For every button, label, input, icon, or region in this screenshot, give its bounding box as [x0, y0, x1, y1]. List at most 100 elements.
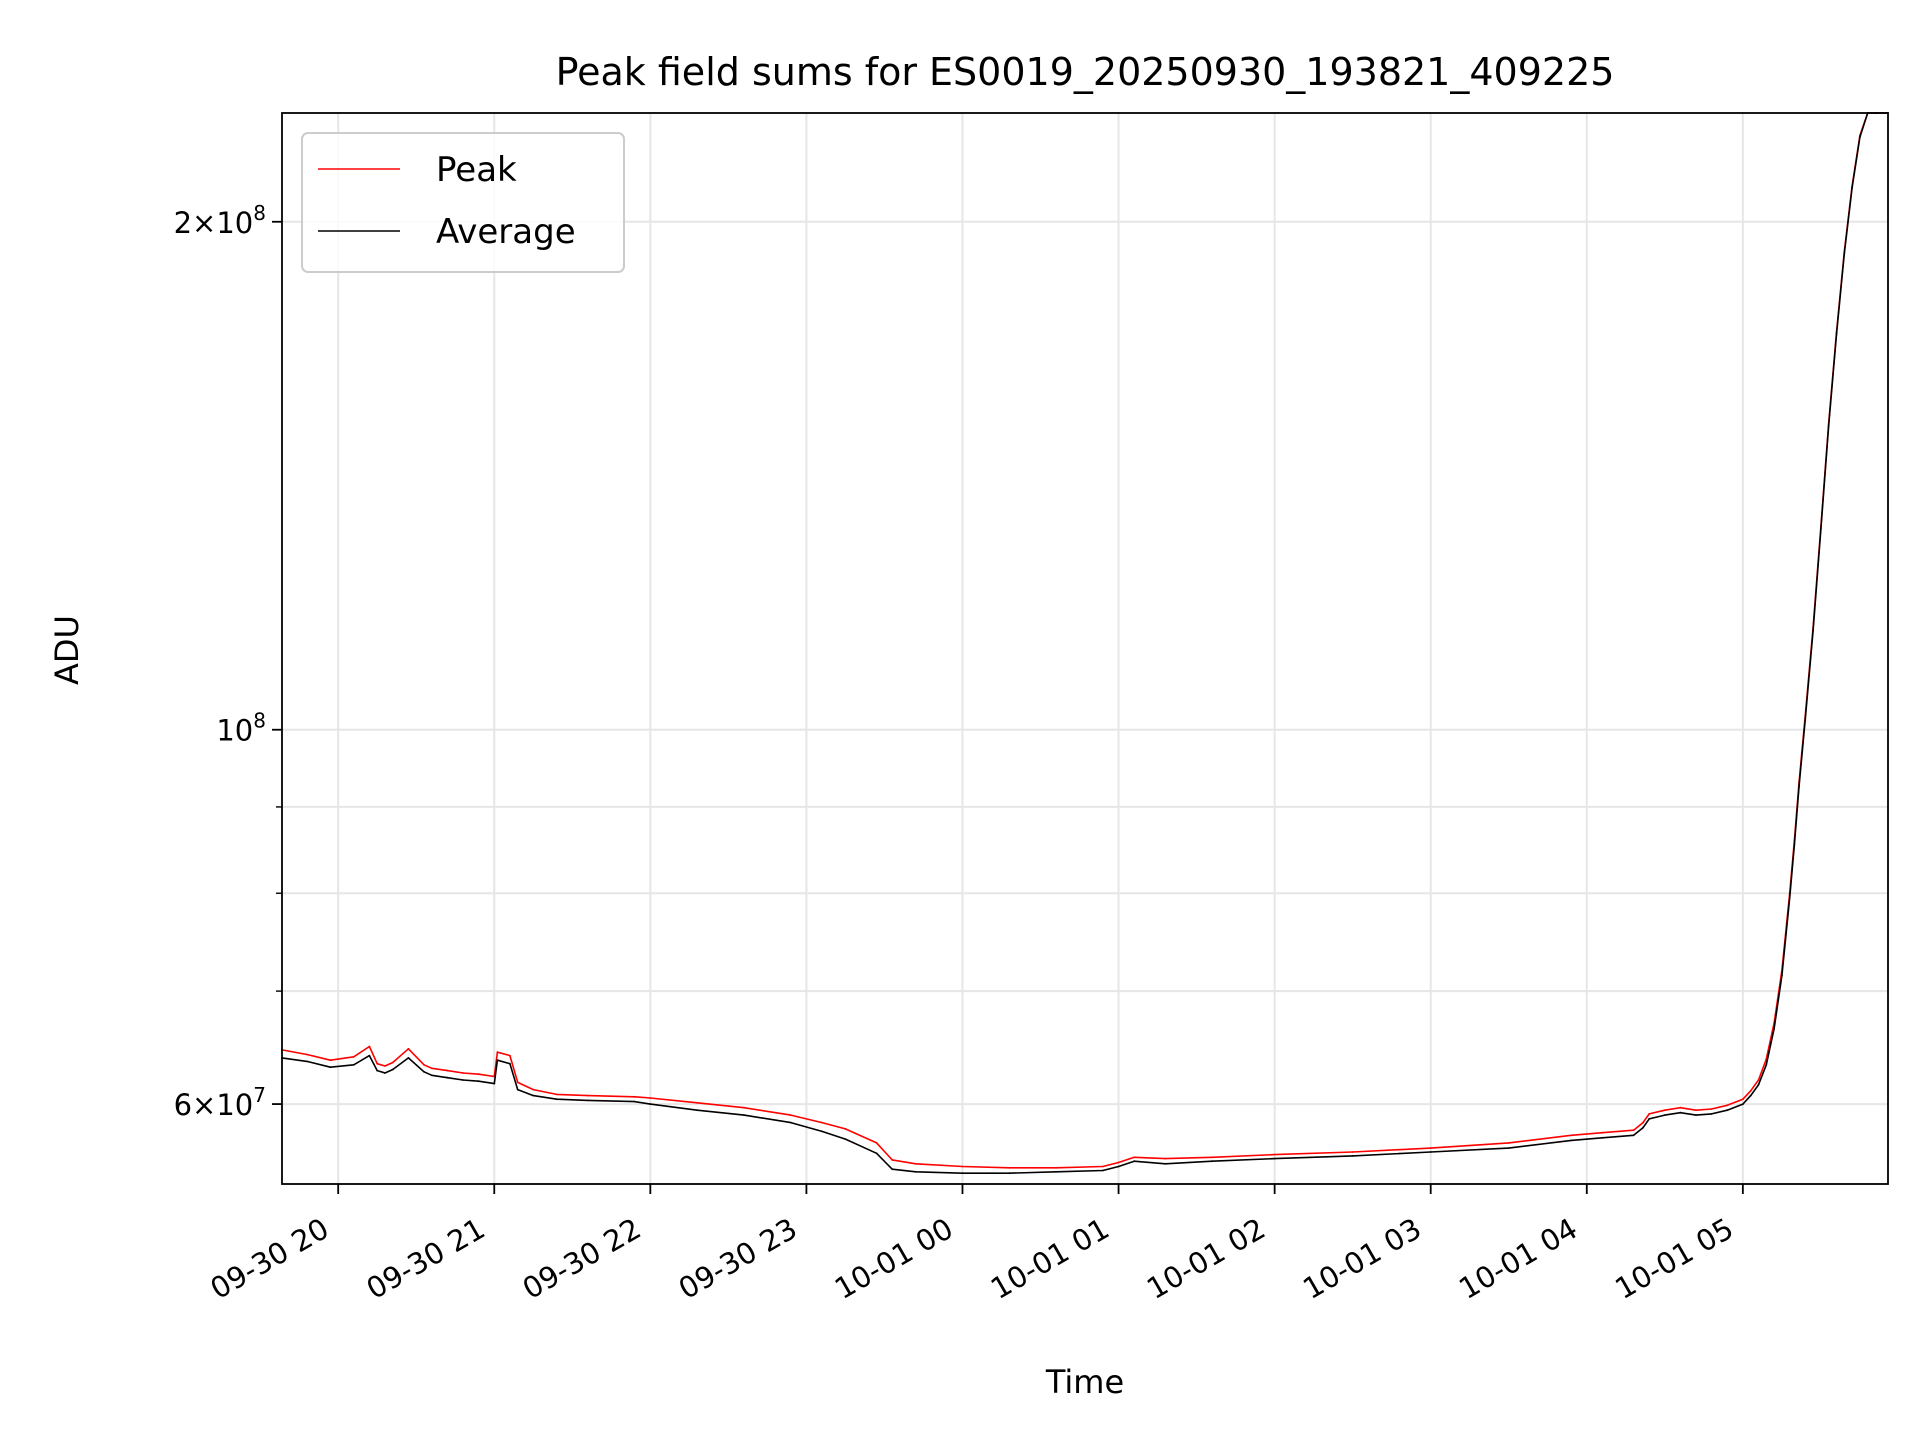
data-point-peak — [1429, 1147, 1432, 1149]
data-point-peak — [696, 1101, 699, 1104]
data-point-average — [555, 1098, 558, 1101]
data-point-average — [633, 1100, 636, 1103]
grid — [282, 113, 1888, 1184]
y-tick-label-base: 2×10 — [174, 206, 254, 240]
data-point-peak — [1008, 1166, 1011, 1169]
data-point-peak — [649, 1097, 652, 1099]
data-point-peak — [743, 1106, 745, 1109]
y-tick-label: 2×108 — [174, 201, 266, 240]
data-point-average — [1757, 1083, 1760, 1086]
y-tick-label-base: 6×10 — [174, 1088, 254, 1122]
data-point-average — [1351, 1155, 1354, 1157]
data-point-peak — [914, 1162, 917, 1165]
y-tick-label-exponent: 8 — [253, 709, 266, 733]
data-point-average — [1851, 186, 1853, 189]
data-point-average — [446, 1076, 449, 1079]
y-tick-label: 108 — [216, 709, 266, 748]
data-point-average — [1211, 1160, 1214, 1163]
data-point-peak — [1749, 1089, 1752, 1092]
data-point-peak — [1663, 1109, 1666, 1112]
data-point-peak — [1601, 1131, 1604, 1134]
data-point-average — [1798, 786, 1800, 788]
data-point-peak — [1164, 1157, 1167, 1160]
data-point-average — [430, 1074, 433, 1077]
data-point-average — [1164, 1162, 1167, 1165]
data-point-average — [1749, 1094, 1752, 1097]
data-point-average — [306, 1060, 308, 1063]
y-tick-label-exponent: 7 — [253, 1083, 266, 1107]
data-point-average — [914, 1170, 917, 1173]
data-point-average — [1601, 1136, 1604, 1139]
data-point-peak — [352, 1055, 355, 1058]
data-point-average — [743, 1114, 745, 1116]
data-point-peak — [1710, 1108, 1713, 1110]
data-point-average — [1648, 1118, 1651, 1120]
data-point-average — [368, 1054, 371, 1057]
data-point-average — [477, 1080, 480, 1083]
data-point-average — [376, 1069, 379, 1072]
data-point-peak — [1507, 1142, 1510, 1144]
data-point-average — [1632, 1134, 1635, 1137]
chart-title: Peak field sums for ES0019_20250930_1938… — [556, 50, 1615, 94]
data-point-average — [1804, 717, 1807, 720]
data-point-average — [1102, 1169, 1104, 1172]
data-point-average — [352, 1063, 355, 1066]
legend: Peak Average — [301, 132, 625, 273]
data-point-peak — [423, 1063, 425, 1066]
data-point-peak — [1351, 1151, 1354, 1153]
data-point-peak — [961, 1165, 964, 1168]
data-point-average — [1679, 1111, 1682, 1114]
data-point-average — [1642, 1126, 1644, 1129]
data-point-peak — [532, 1088, 535, 1091]
data-point-peak — [306, 1053, 308, 1056]
data-point-average — [649, 1103, 652, 1105]
data-point-peak — [1102, 1165, 1104, 1168]
data-point-peak — [891, 1159, 894, 1161]
data-point-peak — [376, 1062, 379, 1065]
data-point-peak — [1570, 1134, 1573, 1137]
data-point-peak — [789, 1114, 792, 1116]
data-point-average — [1859, 136, 1861, 139]
data-point-average — [1820, 528, 1822, 530]
data-point-peak — [368, 1045, 371, 1048]
data-point-average — [423, 1070, 425, 1073]
data-point-average — [1742, 1103, 1744, 1105]
data-point-average — [961, 1172, 964, 1175]
data-point-peak — [1273, 1153, 1276, 1156]
data-point-peak — [1133, 1156, 1136, 1159]
data-point-peak — [462, 1072, 464, 1074]
data-point-average — [391, 1068, 394, 1071]
data-point-peak — [407, 1047, 410, 1050]
data-point-peak — [1642, 1121, 1644, 1124]
data-point-average — [696, 1109, 699, 1112]
data-point-peak — [587, 1094, 589, 1097]
data-point-average — [532, 1094, 535, 1097]
data-point-peak — [430, 1067, 433, 1070]
data-point-peak — [633, 1095, 636, 1098]
data-point-average — [1273, 1157, 1276, 1160]
data-point-average — [1827, 424, 1830, 427]
data-point-average — [509, 1062, 511, 1065]
data-point-peak — [391, 1061, 394, 1064]
y-tick-label: 6×107 — [174, 1083, 266, 1122]
data-point-average — [1663, 1114, 1666, 1116]
data-point-average — [384, 1072, 386, 1074]
data-point-average — [821, 1130, 823, 1133]
data-point-peak — [446, 1069, 449, 1072]
data-point-peak — [1726, 1104, 1729, 1107]
data-point-peak — [1679, 1106, 1682, 1109]
data-point-peak — [1211, 1156, 1214, 1159]
data-point-peak — [509, 1054, 511, 1057]
data-point-peak — [477, 1073, 480, 1076]
data-point-peak — [1055, 1166, 1057, 1169]
data-point-average — [516, 1088, 519, 1091]
data-point-average — [1507, 1147, 1510, 1149]
y-tick-label-exponent: 8 — [253, 201, 266, 225]
data-point-average — [1710, 1113, 1713, 1115]
data-point-average — [1695, 1114, 1697, 1116]
data-point-average — [1843, 252, 1846, 255]
data-point-average — [493, 1082, 496, 1085]
data-point-peak — [1632, 1129, 1635, 1132]
data-point-average — [844, 1138, 847, 1140]
